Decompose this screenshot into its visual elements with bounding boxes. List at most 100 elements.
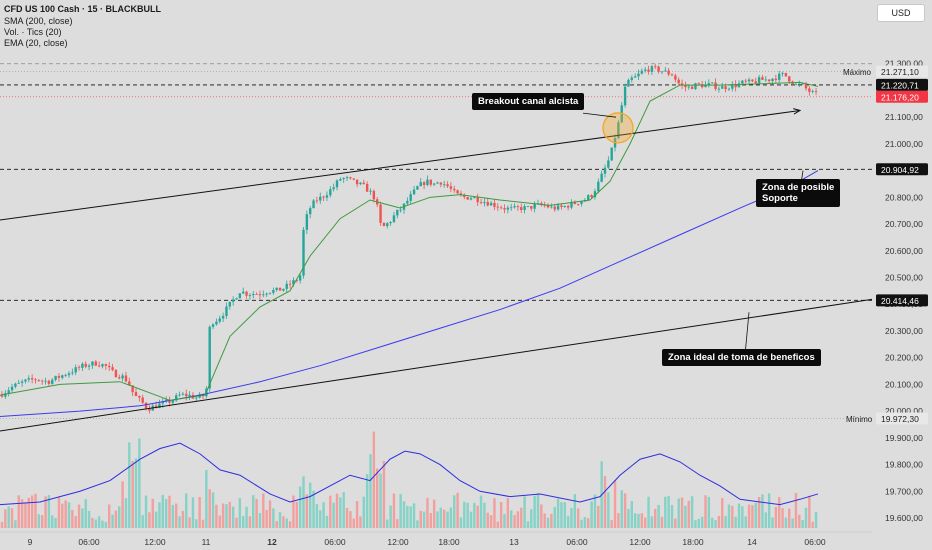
volume-bar xyxy=(811,521,814,528)
volume-bar xyxy=(620,490,623,528)
volume-bar xyxy=(396,519,399,528)
volume-bar xyxy=(258,512,262,528)
volume-bar xyxy=(352,518,355,528)
candle-body xyxy=(623,86,627,106)
candle-body xyxy=(382,222,386,227)
candle-body xyxy=(235,298,238,300)
time-axis[interactable]: 9 06:00 12:00 11 12 06:00 12:00 18:00 13 06:00 12:… xyxy=(0,531,872,547)
volume-bar xyxy=(513,515,516,528)
volume-bar xyxy=(751,505,754,528)
candle-body xyxy=(747,79,751,82)
current-price-tag: 21.176,20 xyxy=(881,92,919,102)
annotation-breakout[interactable]: Breakout canal alcista xyxy=(472,93,585,110)
volume-bar xyxy=(134,458,138,528)
volume-bar xyxy=(342,492,345,528)
currency-button[interactable]: USD xyxy=(877,4,925,22)
candle-body xyxy=(419,182,422,187)
volume-bar xyxy=(781,508,784,528)
min-value-tag: 19.972,30 xyxy=(881,414,919,424)
volume-bar xyxy=(382,460,386,528)
volume-bar xyxy=(546,517,550,528)
volume-bar xyxy=(154,511,158,528)
volume-bar xyxy=(211,492,215,528)
candle-body xyxy=(432,183,436,185)
candle-body xyxy=(399,209,402,211)
candle-body xyxy=(228,301,231,307)
annotation-support[interactable]: Zona de posible Soporte xyxy=(756,179,841,207)
price-levels xyxy=(0,63,872,419)
volume-bar xyxy=(593,494,597,528)
candle-body xyxy=(416,186,419,190)
candle-body xyxy=(392,215,396,223)
candle-body xyxy=(389,222,392,224)
volume-bar xyxy=(305,494,309,528)
volume-bar xyxy=(530,509,533,528)
candle-body xyxy=(0,395,4,397)
annotation-take-profit[interactable]: Zona ideal de toma de beneficos xyxy=(662,349,821,366)
volume-bar xyxy=(523,496,526,528)
volume-bar xyxy=(473,502,476,528)
volume-bar xyxy=(664,496,667,528)
volume-bar xyxy=(181,510,185,528)
indicator-sma200[interactable]: SMA (200, close) xyxy=(4,16,73,26)
x-tick-label: 14 xyxy=(747,537,757,547)
candle-body xyxy=(171,400,175,403)
volume-bar xyxy=(761,494,764,528)
volume-bar xyxy=(506,498,510,528)
y-tick-label: 21.300,00 xyxy=(885,59,923,69)
volume-bar xyxy=(654,508,657,528)
indicator-ema20[interactable]: EMA (20, close) xyxy=(4,38,68,48)
volume-bar xyxy=(617,513,620,528)
volume-bar xyxy=(365,474,369,528)
volume-bar xyxy=(168,495,171,528)
candle-body xyxy=(553,206,556,210)
volume-bar xyxy=(148,512,151,528)
volume-bar xyxy=(700,516,704,528)
level-tag: 20.414,46 xyxy=(881,296,919,306)
x-tick-label: 06:00 xyxy=(78,537,100,547)
volume-bar xyxy=(536,493,540,528)
volume-bar xyxy=(754,502,757,528)
volume-bar xyxy=(449,507,453,528)
volume-bar xyxy=(81,508,84,528)
candle-body xyxy=(262,294,265,296)
volume-bar xyxy=(687,500,690,528)
trendlines[interactable] xyxy=(0,108,876,433)
x-tick-label: 06:00 xyxy=(804,537,826,547)
volume-bar xyxy=(128,442,131,528)
candle-body xyxy=(563,206,566,207)
candle-body xyxy=(751,79,754,82)
volume-bar xyxy=(191,497,195,528)
volume-bar xyxy=(436,511,439,528)
candle-body xyxy=(7,390,10,394)
volume-bar xyxy=(10,508,14,528)
volume-bar xyxy=(771,517,774,528)
price-axis[interactable]: 21.300,0021.200,0021.100,0021.000,0020.9… xyxy=(843,0,932,550)
volume-bar xyxy=(121,481,124,528)
candle-body xyxy=(754,81,757,84)
candle-body xyxy=(814,91,818,92)
symbol-title[interactable]: CFD US 100 Cash · 15 · BLACKBULL xyxy=(4,4,162,14)
candle-body xyxy=(724,86,727,90)
volume-bar xyxy=(315,503,319,528)
candle-body xyxy=(369,190,372,192)
volume-bar xyxy=(215,504,218,528)
indicator-volume[interactable]: Vol. · Tics (20) xyxy=(4,27,62,37)
volume-bar xyxy=(764,512,767,528)
candle-body xyxy=(195,397,198,399)
volume-bar xyxy=(312,490,315,528)
candle-body xyxy=(178,394,181,396)
volume-bar xyxy=(114,510,118,528)
volume-bar xyxy=(339,497,342,528)
volume-bar xyxy=(386,519,389,528)
y-tick-label: 20.600,00 xyxy=(885,246,923,256)
volume-bar xyxy=(633,513,637,528)
trendline-arrowhead xyxy=(793,108,802,115)
volume-bar xyxy=(228,501,231,528)
volume-bar xyxy=(607,492,610,528)
volume-bar xyxy=(242,516,245,528)
volume-bar xyxy=(379,473,382,528)
volume-bar xyxy=(791,518,794,528)
